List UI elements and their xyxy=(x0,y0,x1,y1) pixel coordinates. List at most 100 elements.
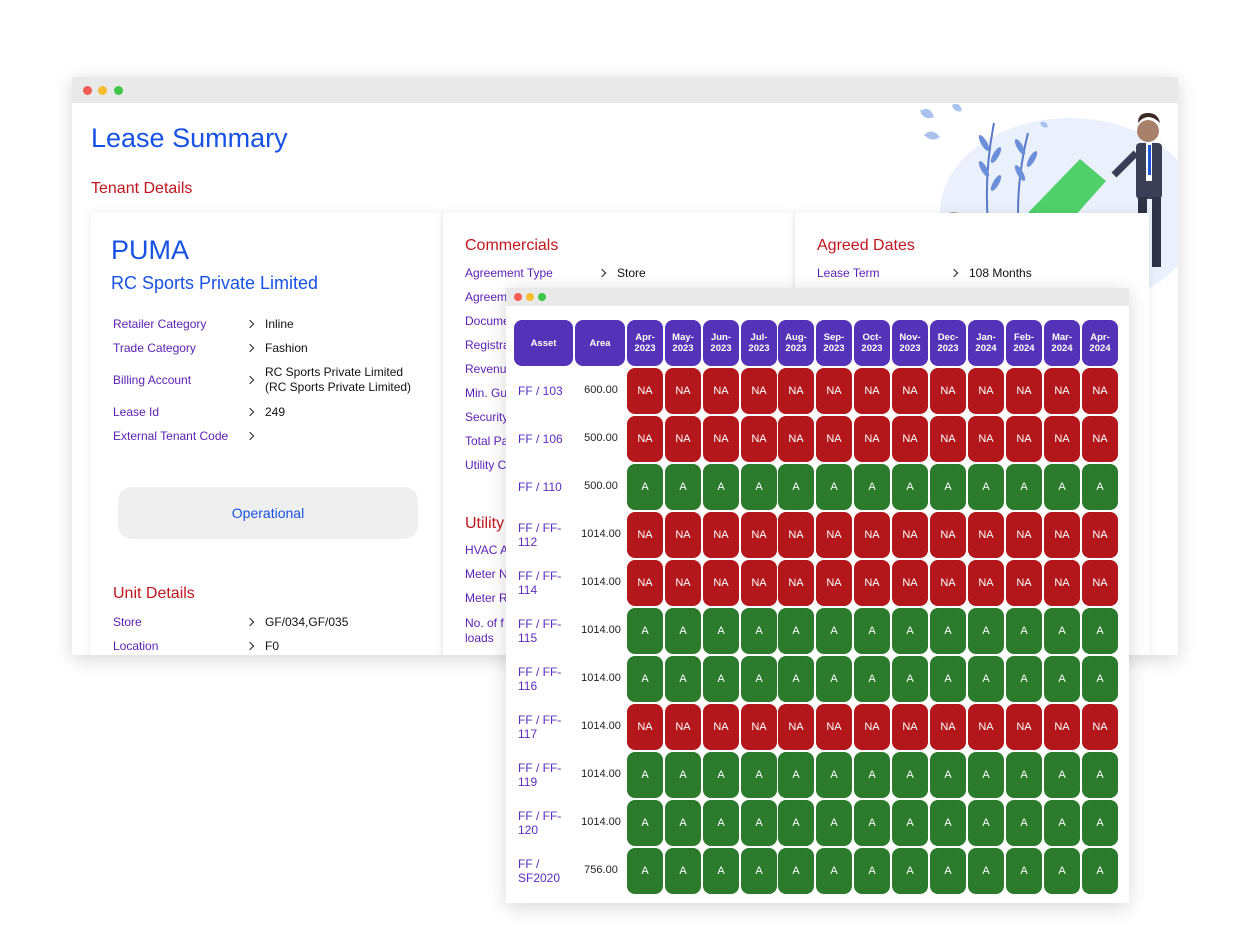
occupancy-cell[interactable]: NA xyxy=(627,512,663,558)
occupancy-cell[interactable]: A xyxy=(627,608,663,654)
asset-label[interactable]: FF / FF- 116 xyxy=(518,665,562,693)
occupancy-cell[interactable]: A xyxy=(703,800,739,846)
asset-label[interactable]: FF / SF2020 xyxy=(518,857,561,885)
occupancy-cell[interactable]: NA xyxy=(627,416,663,462)
occupancy-cell[interactable]: A xyxy=(1044,800,1080,846)
occupancy-cell[interactable]: A xyxy=(816,608,852,654)
occupancy-cell[interactable]: A xyxy=(968,656,1004,702)
occupancy-cell[interactable]: A xyxy=(741,752,777,798)
occupancy-cell[interactable]: A xyxy=(703,608,739,654)
occupancy-cell[interactable]: A xyxy=(816,464,852,510)
occupancy-cell[interactable]: NA xyxy=(703,416,739,462)
occupancy-cell[interactable]: A xyxy=(854,752,890,798)
occupancy-cell[interactable]: A xyxy=(1044,608,1080,654)
occupancy-cell[interactable]: A xyxy=(778,656,814,702)
asset-label[interactable]: FF / FF- 114 xyxy=(518,569,562,597)
occupancy-cell[interactable]: A xyxy=(665,608,701,654)
occupancy-cell[interactable]: A xyxy=(854,848,890,894)
occupancy-cell[interactable]: A xyxy=(892,752,928,798)
occupancy-cell[interactable]: NA xyxy=(816,560,852,606)
occupancy-cell[interactable]: NA xyxy=(930,368,966,414)
occupancy-cell[interactable]: NA xyxy=(1044,368,1080,414)
occupancy-cell[interactable]: NA xyxy=(703,512,739,558)
occupancy-cell[interactable]: NA xyxy=(1082,416,1118,462)
occupancy-cell[interactable]: A xyxy=(627,656,663,702)
close-window-icon[interactable] xyxy=(514,293,522,301)
occupancy-cell[interactable]: A xyxy=(854,656,890,702)
occupancy-cell[interactable]: NA xyxy=(892,704,928,750)
occupancy-cell[interactable]: NA xyxy=(968,512,1004,558)
occupancy-cell[interactable]: A xyxy=(1082,848,1118,894)
occupancy-cell[interactable]: NA xyxy=(854,512,890,558)
occupancy-cell[interactable]: A xyxy=(854,800,890,846)
occupancy-cell[interactable]: NA xyxy=(816,704,852,750)
occupancy-cell[interactable]: A xyxy=(930,656,966,702)
occupancy-cell[interactable]: A xyxy=(930,464,966,510)
occupancy-cell[interactable]: NA xyxy=(892,512,928,558)
occupancy-cell[interactable]: NA xyxy=(703,368,739,414)
occupancy-cell[interactable]: A xyxy=(968,464,1004,510)
occupancy-cell[interactable]: A xyxy=(703,752,739,798)
occupancy-cell[interactable]: A xyxy=(854,608,890,654)
asset-label[interactable]: FF / 110 xyxy=(518,480,562,494)
occupancy-cell[interactable]: NA xyxy=(816,416,852,462)
occupancy-cell[interactable]: A xyxy=(741,656,777,702)
occupancy-cell[interactable]: A xyxy=(968,800,1004,846)
occupancy-cell[interactable]: NA xyxy=(1082,512,1118,558)
occupancy-cell[interactable]: A xyxy=(930,800,966,846)
operational-status-button[interactable]: Operational xyxy=(118,487,418,539)
occupancy-cell[interactable]: NA xyxy=(627,704,663,750)
occupancy-cell[interactable]: A xyxy=(892,608,928,654)
occupancy-cell[interactable]: A xyxy=(1082,752,1118,798)
occupancy-cell[interactable]: A xyxy=(930,848,966,894)
occupancy-cell[interactable]: NA xyxy=(930,416,966,462)
occupancy-cell[interactable]: NA xyxy=(778,704,814,750)
occupancy-cell[interactable]: NA xyxy=(892,416,928,462)
occupancy-cell[interactable]: NA xyxy=(1044,512,1080,558)
occupancy-cell[interactable]: NA xyxy=(741,416,777,462)
occupancy-cell[interactable]: A xyxy=(741,848,777,894)
occupancy-cell[interactable]: A xyxy=(1006,848,1042,894)
occupancy-cell[interactable]: NA xyxy=(665,368,701,414)
occupancy-cell[interactable]: A xyxy=(778,608,814,654)
occupancy-cell[interactable]: NA xyxy=(778,512,814,558)
occupancy-cell[interactable]: NA xyxy=(816,512,852,558)
asset-label[interactable]: FF / FF- 115 xyxy=(518,617,562,645)
occupancy-cell[interactable]: A xyxy=(665,464,701,510)
occupancy-cell[interactable]: NA xyxy=(627,560,663,606)
occupancy-cell[interactable]: A xyxy=(665,848,701,894)
occupancy-cell[interactable]: A xyxy=(1044,752,1080,798)
occupancy-cell[interactable]: A xyxy=(968,752,1004,798)
occupancy-cell[interactable]: NA xyxy=(854,416,890,462)
occupancy-cell[interactable]: NA xyxy=(854,368,890,414)
asset-label[interactable]: FF / FF- 117 xyxy=(518,713,562,741)
occupancy-cell[interactable]: NA xyxy=(930,560,966,606)
occupancy-cell[interactable]: NA xyxy=(968,704,1004,750)
occupancy-cell[interactable]: NA xyxy=(1082,704,1118,750)
occupancy-cell[interactable]: NA xyxy=(665,512,701,558)
occupancy-cell[interactable]: A xyxy=(1006,464,1042,510)
occupancy-cell[interactable]: A xyxy=(1082,464,1118,510)
occupancy-cell[interactable]: NA xyxy=(665,704,701,750)
occupancy-cell[interactable]: A xyxy=(1082,608,1118,654)
occupancy-cell[interactable]: A xyxy=(665,752,701,798)
asset-label[interactable]: FF / FF- 119 xyxy=(518,761,562,789)
occupancy-cell[interactable]: NA xyxy=(1044,560,1080,606)
occupancy-cell[interactable]: NA xyxy=(816,368,852,414)
occupancy-cell[interactable]: A xyxy=(627,464,663,510)
occupancy-cell[interactable]: NA xyxy=(930,704,966,750)
occupancy-cell[interactable]: NA xyxy=(703,560,739,606)
asset-label[interactable]: FF / FF- 112 xyxy=(518,521,562,549)
occupancy-cell[interactable]: A xyxy=(741,800,777,846)
occupancy-cell[interactable]: A xyxy=(703,656,739,702)
occupancy-cell[interactable]: A xyxy=(1006,752,1042,798)
occupancy-cell[interactable]: A xyxy=(1006,608,1042,654)
minimize-window-icon[interactable] xyxy=(526,293,534,301)
occupancy-cell[interactable]: A xyxy=(1082,800,1118,846)
occupancy-cell[interactable]: NA xyxy=(1006,560,1042,606)
occupancy-cell[interactable]: A xyxy=(665,656,701,702)
occupancy-cell[interactable]: NA xyxy=(1044,416,1080,462)
occupancy-cell[interactable]: A xyxy=(816,800,852,846)
occupancy-cell[interactable]: A xyxy=(1082,656,1118,702)
maximize-window-icon[interactable] xyxy=(114,86,123,95)
